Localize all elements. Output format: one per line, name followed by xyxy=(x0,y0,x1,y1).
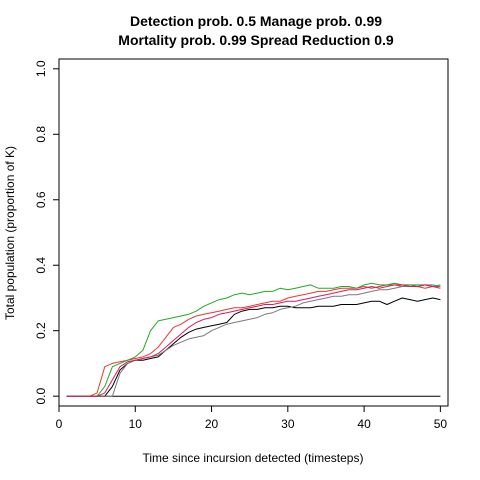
y-tick-label: 0.6 xyxy=(34,191,48,208)
x-tick-label: 40 xyxy=(357,417,371,431)
y-tick-label: 1.0 xyxy=(34,60,48,77)
x-axis: 0 10 20 30 40 50 xyxy=(56,406,448,431)
series-line-1 xyxy=(66,297,441,397)
x-tick-label: 0 xyxy=(56,417,63,431)
plot-frame xyxy=(58,58,449,407)
x-tick-label: 30 xyxy=(281,417,295,431)
x-axis-label: Time since incursion detected (timesteps… xyxy=(143,451,364,465)
chart-title-line-1: Detection prob. 0.5 Manage prob. 0.99 xyxy=(130,13,382,29)
series-line-4 xyxy=(66,282,441,397)
y-tick-label: 0.0 xyxy=(34,388,48,405)
x-tick-label: 10 xyxy=(129,417,143,431)
series-layer xyxy=(66,282,441,397)
y-axis: 0.0 0.2 0.4 0.6 0.8 1.0 xyxy=(34,60,59,405)
y-tick-label: 0.8 xyxy=(34,126,48,143)
chart-title-line-2: Mortality prob. 0.99 Spread Reduction 0.… xyxy=(118,32,394,48)
y-tick-label: 0.4 xyxy=(34,257,48,274)
x-tick-label: 20 xyxy=(205,417,219,431)
y-tick-label: 0.2 xyxy=(34,322,48,339)
y-axis-label: Total population (proportion of K) xyxy=(3,146,17,320)
x-tick-label: 50 xyxy=(434,417,448,431)
series-line-3 xyxy=(66,284,441,397)
series-line-6 xyxy=(66,284,441,397)
series-line-5 xyxy=(66,284,441,397)
